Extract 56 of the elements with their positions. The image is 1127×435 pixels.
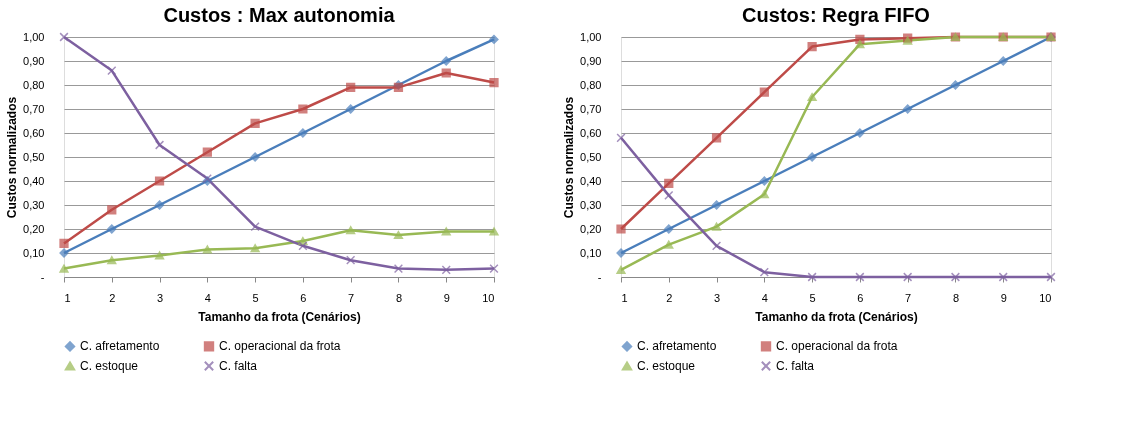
- y-tick-label: 0,60: [580, 126, 602, 139]
- y-tick-label: 1,00: [580, 30, 602, 43]
- y-tick-label: -: [40, 270, 45, 283]
- legend-label: C. operacional da frota: [219, 339, 341, 354]
- y-tick-label: 0,20: [580, 222, 602, 235]
- x-tick-label: 10: [482, 291, 495, 304]
- x-tick-label: 1: [64, 291, 71, 304]
- y-tick-label: 0,70: [580, 102, 602, 115]
- x-tick-label: 5: [252, 291, 259, 304]
- x-tick-label: 10: [1039, 291, 1052, 304]
- y-tick-label: 0,40: [23, 174, 45, 187]
- x-tick-label: 3: [713, 291, 721, 304]
- legend-label: C. afretamento: [80, 339, 160, 354]
- x-axis-title: Tamanho da frota (Cenários): [755, 309, 918, 324]
- y-tick-label: -: [597, 270, 602, 283]
- legend-label: C. estoque: [80, 359, 139, 373]
- y-axis-title: Custos normalizados: [5, 96, 20, 219]
- legend-label: C. falta: [776, 359, 815, 373]
- chart-title: Custos: Regra FIFO: [742, 4, 930, 27]
- x-tick-label: 9: [443, 291, 450, 304]
- x-axis-title: Tamanho da frota (Cenários): [198, 309, 361, 324]
- y-tick-label: 0,50: [23, 150, 45, 163]
- x-tick-label: 7: [348, 291, 355, 304]
- y-tick-label: 0,10: [580, 246, 602, 259]
- y-tick-label: 0,70: [23, 102, 45, 115]
- x-tick-label: 4: [204, 291, 211, 304]
- x-tick-label: 6: [857, 291, 864, 304]
- y-tick-label: 0,90: [23, 54, 45, 67]
- x-tick-label: 9: [1000, 291, 1007, 304]
- y-tick-label: 0,20: [23, 222, 45, 235]
- y-tick-label: 0,80: [580, 78, 602, 91]
- x-tick-label: 8: [395, 291, 403, 304]
- y-tick-label: 0,60: [23, 126, 45, 139]
- x-tick-label: 5: [809, 291, 816, 304]
- y-tick-label: 0,10: [23, 246, 45, 259]
- x-tick-label: 7: [905, 291, 912, 304]
- x-tick-label: 3: [156, 291, 164, 304]
- legend-label: C. operacional da frota: [776, 339, 898, 354]
- y-tick-label: 0,90: [580, 54, 602, 67]
- x-tick-label: 2: [109, 291, 116, 304]
- y-tick-label: 0,80: [23, 78, 45, 91]
- y-axis-title: Custos normalizados: [562, 96, 577, 219]
- y-tick-label: 0,30: [23, 198, 45, 211]
- y-tick-label: 0,40: [580, 174, 602, 187]
- x-tick-label: 4: [761, 291, 768, 304]
- y-tick-label: 0,50: [580, 150, 602, 163]
- x-tick-label: 6: [300, 291, 307, 304]
- legend-label: C. falta: [219, 359, 258, 373]
- legend-label: C. afretamento: [637, 339, 717, 354]
- y-tick-label: 0,30: [580, 198, 602, 211]
- legend-label: C. estoque: [637, 359, 696, 373]
- chart-title: Custos : Max autonomia: [163, 4, 396, 27]
- x-tick-label: 2: [666, 291, 673, 304]
- y-tick-label: 1,00: [23, 30, 45, 43]
- x-tick-label: 8: [952, 291, 960, 304]
- x-tick-label: 1: [621, 291, 628, 304]
